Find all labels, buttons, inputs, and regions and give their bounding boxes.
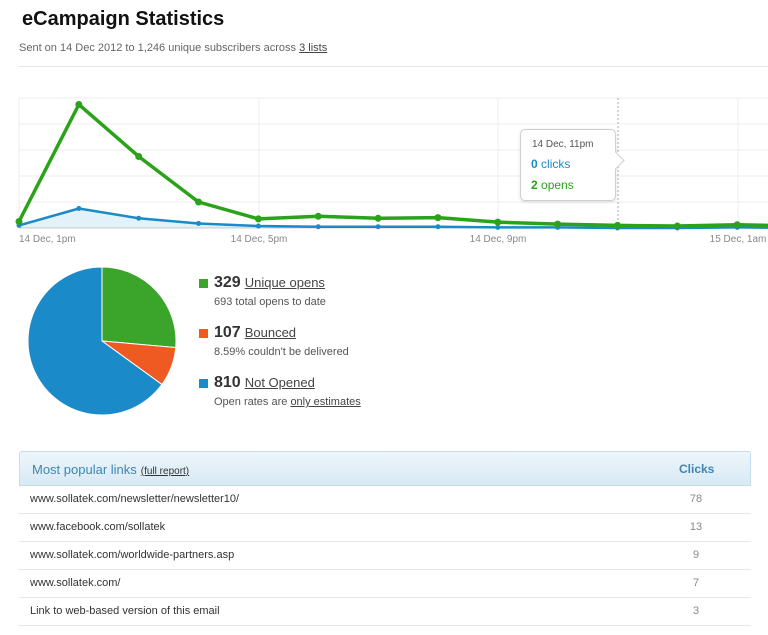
clicks-column-header: Clicks bbox=[679, 462, 715, 476]
page-title: eCampaign Statistics bbox=[22, 8, 225, 30]
data-point-clicks bbox=[255, 223, 261, 229]
data-point-opens bbox=[614, 221, 621, 229]
table-row: www.sollatek.com/newsletter/newsletter10… bbox=[19, 486, 751, 514]
tooltip-clicks: 0 clicks bbox=[531, 157, 570, 171]
data-point-opens bbox=[733, 221, 741, 229]
full-report-link[interactable]: (full report) bbox=[140, 466, 190, 477]
link-url: www.sollatek.com/worldwide-partners.asp bbox=[30, 549, 235, 561]
bounced-count: 107 bbox=[214, 324, 241, 341]
subscriber-pie-chart bbox=[27, 266, 177, 416]
series-line-opens bbox=[17, 102, 768, 228]
link-clicks: 13 bbox=[689, 521, 703, 533]
bounced-subtext: 8.59% couldn't be delivered bbox=[214, 346, 349, 358]
x-tick-label: 14 Dec, 1pm bbox=[19, 234, 76, 245]
data-point-opens bbox=[494, 218, 502, 226]
not-opened-link[interactable]: Not Opened bbox=[244, 375, 315, 390]
data-point-opens bbox=[374, 214, 382, 222]
legend-swatch-not-opened bbox=[199, 379, 208, 388]
link-url: www.sollatek.com/ bbox=[30, 577, 121, 589]
data-point-opens bbox=[135, 153, 143, 160]
not-opened-count: 810 bbox=[214, 374, 241, 391]
data-point-opens bbox=[673, 222, 681, 230]
data-point-clicks bbox=[76, 206, 82, 211]
table-row: www.sollatek.com/worldwide-partners.asp … bbox=[19, 542, 751, 570]
tooltip-clicks-value: 0 bbox=[531, 157, 538, 171]
tooltip-opens: 2 opens bbox=[531, 178, 574, 192]
data-point-clicks bbox=[375, 224, 381, 230]
chart-tooltip: 14 Dec, 11pm 0 clicks 2 opens bbox=[520, 129, 625, 201]
table-row: www.sollatek.com/ 7 bbox=[19, 570, 751, 598]
subtitle-text: Sent on 14 Dec 2012 to 1,246 unique subs… bbox=[19, 42, 300, 54]
estimates-link[interactable]: only estimates bbox=[290, 396, 361, 408]
link-url: Link to web-based version of this email bbox=[30, 605, 220, 617]
table-row: www.facebook.com/sollatek 13 bbox=[19, 514, 751, 542]
page-subtitle: Sent on 14 Dec 2012 to 1,246 unique subs… bbox=[19, 42, 327, 54]
data-point-clicks bbox=[435, 224, 441, 230]
data-point-clicks bbox=[136, 215, 142, 221]
tooltip-opens-label: opens bbox=[541, 178, 574, 192]
unique-opens-count: 329 bbox=[214, 274, 241, 291]
data-point-clicks bbox=[196, 220, 202, 226]
data-point-opens bbox=[15, 218, 23, 225]
legend-swatch-opens bbox=[199, 279, 208, 288]
data-point-clicks bbox=[495, 224, 501, 230]
pie-slice-unique-opens bbox=[101, 266, 177, 349]
data-point-opens bbox=[195, 198, 203, 206]
data-point-opens bbox=[75, 101, 83, 108]
x-tick-label: 14 Dec, 9pm bbox=[470, 234, 527, 245]
unique-opens-link[interactable]: Unique opens bbox=[244, 275, 325, 290]
tooltip-date: 14 Dec, 11pm bbox=[532, 139, 594, 150]
popular-links-header: Most popular links (full report) Clicks bbox=[19, 451, 751, 486]
not-opened-subtext: Open rates are only estimates bbox=[214, 396, 361, 408]
data-point-clicks bbox=[315, 224, 321, 230]
x-tick-label: 14 Dec, 5pm bbox=[231, 234, 288, 245]
divider bbox=[19, 66, 768, 67]
popular-links-title: Most popular links bbox=[32, 462, 137, 477]
pie-slice-not-opened bbox=[27, 266, 163, 416]
unique-opens-subtext: 693 total opens to date bbox=[214, 296, 326, 308]
link-clicks: 78 bbox=[689, 493, 703, 505]
link-clicks: 7 bbox=[692, 577, 700, 589]
link-clicks: 3 bbox=[692, 605, 700, 617]
legend-swatch-bounced bbox=[199, 329, 208, 338]
series-line-clicks bbox=[18, 207, 768, 230]
link-url: www.facebook.com/sollatek bbox=[30, 521, 166, 533]
data-point-opens bbox=[434, 214, 442, 222]
link-clicks: 9 bbox=[692, 549, 700, 561]
data-point-opens bbox=[314, 212, 322, 220]
tooltip-clicks-label: clicks bbox=[541, 157, 571, 171]
table-row: Link to web-based version of this email … bbox=[19, 598, 751, 626]
data-point-opens bbox=[554, 220, 562, 228]
activity-line-chart: 14 Dec, 1pm 14 Dec, 5pm 14 Dec, 9pm 15 Dec,… bbox=[15, 97, 768, 245]
series-area-clicks bbox=[19, 208, 768, 228]
tooltip-opens-value: 2 bbox=[531, 178, 538, 192]
popular-links-table: Most popular links (full report) Clicks w… bbox=[19, 451, 751, 626]
link-url: www.sollatek.com/newsletter/newsletter10… bbox=[30, 493, 240, 505]
data-point-opens bbox=[254, 215, 262, 223]
x-tick-label: 15 Dec, 1am bbox=[710, 234, 767, 245]
bounced-link[interactable]: Bounced bbox=[244, 325, 297, 340]
lists-link[interactable]: 3 lists bbox=[299, 42, 328, 54]
